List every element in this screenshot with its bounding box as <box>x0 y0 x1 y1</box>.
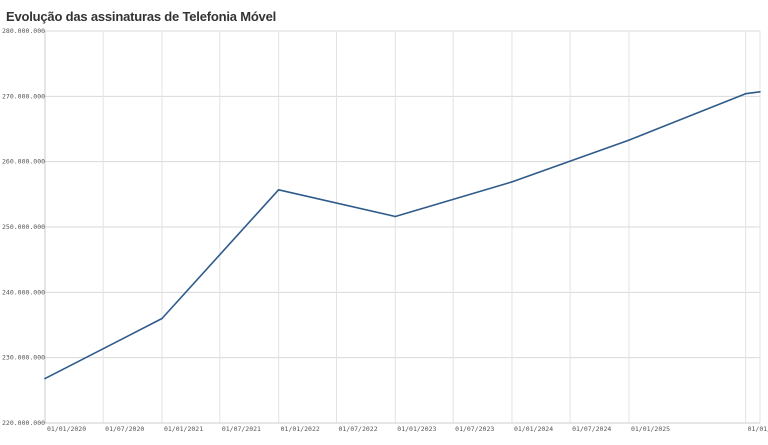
data-point <box>628 139 630 141</box>
horizontal-gridlines <box>45 30 760 424</box>
y-tick-label: 230.000.000 <box>2 354 45 362</box>
series-line <box>44 91 761 380</box>
y-tick-label: 220.000.000 <box>2 419 45 427</box>
x-tick-label: 01/01/2026 <box>748 425 768 433</box>
data-point <box>744 92 747 95</box>
chart-title: Evolução das assinaturas de Telefonia Mó… <box>6 9 277 24</box>
x-tick-label: 01/07/2020 <box>105 425 144 433</box>
y-tick-label: 270.000.000 <box>2 92 45 100</box>
y-tick-label: 280.000.000 <box>2 27 45 35</box>
x-tick-label: 01/01/2024 <box>514 425 553 433</box>
x-tick-label: 01/01/2025 <box>631 425 670 433</box>
x-tick-label: 01/07/2023 <box>455 425 494 433</box>
x-tick-label: 01/01/2023 <box>397 425 436 433</box>
data-point <box>394 215 397 218</box>
data-point <box>759 90 761 93</box>
x-tick-label: 01/01/2021 <box>164 425 203 433</box>
series-group <box>44 90 761 380</box>
y-axis: 220.000.000 230.000.000 240.000.000 250.000… <box>2 27 761 427</box>
x-tick-label: 01/07/2024 <box>572 425 611 433</box>
x-tick-label: 01/01/2022 <box>281 425 320 433</box>
vertical-gridlines <box>44 31 747 423</box>
x-tick-label: 01/07/2021 <box>222 425 261 433</box>
y-tick-label: 250.000.000 <box>2 223 45 231</box>
x-tick-label: 01/01/2020 <box>47 425 86 433</box>
data-point <box>277 188 280 191</box>
data-point <box>44 377 46 380</box>
data-point <box>161 317 163 320</box>
y-tick-label: 240.000.000 <box>2 288 45 296</box>
x-axis: 01/01/2020 01/07/2020 01/01/2021 01/07/2021… <box>45 422 768 433</box>
data-point <box>511 181 513 183</box>
x-tick-label: 01/07/2022 <box>338 425 377 433</box>
y-tick-label: 260.000.000 <box>2 158 45 166</box>
